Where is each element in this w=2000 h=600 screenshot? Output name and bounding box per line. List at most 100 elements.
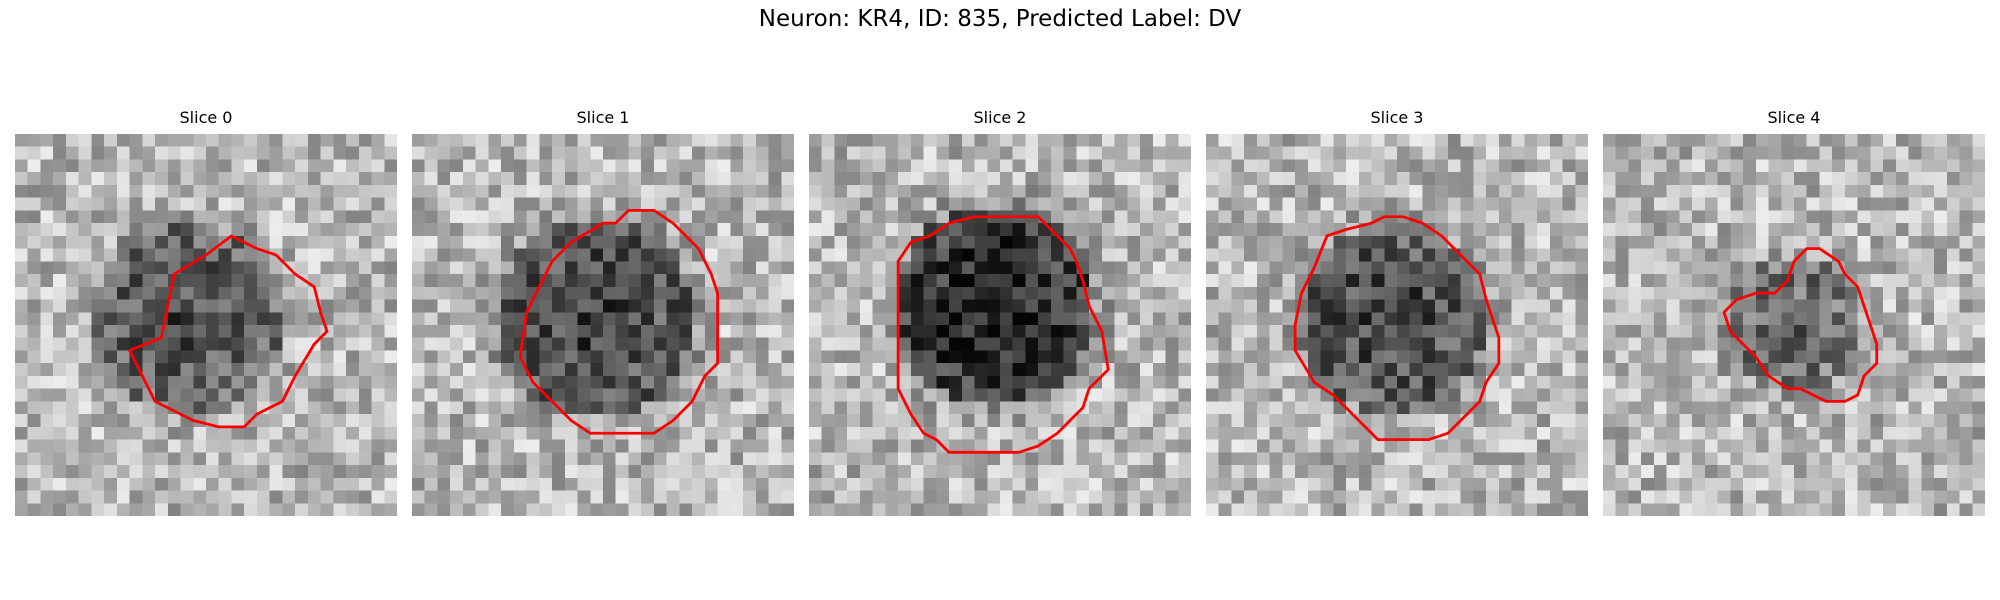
image-pixel (1972, 490, 1985, 504)
image-pixel (1755, 452, 1769, 466)
image-pixel (244, 146, 258, 160)
image-pixel (1603, 286, 1616, 300)
image-pixel (1089, 223, 1103, 237)
image-pixel (450, 312, 464, 326)
image-pixel (27, 439, 41, 453)
image-pixel (78, 223, 92, 237)
image-pixel (142, 210, 156, 224)
image-pixel (1972, 401, 1985, 415)
image-pixel (1768, 299, 1782, 313)
image-pixel (1384, 337, 1398, 351)
image-pixel (1038, 274, 1052, 288)
image-pixel (768, 426, 782, 440)
image-pixel (91, 197, 105, 211)
image-pixel (53, 274, 67, 288)
image-pixel (1244, 325, 1258, 338)
image-pixel (590, 363, 604, 377)
image-pixel (1358, 503, 1372, 516)
image-pixel (1397, 235, 1410, 249)
image-pixel (1101, 312, 1115, 326)
image-pixel (1537, 325, 1551, 338)
image-pixel (552, 210, 566, 224)
image-pixel (717, 210, 731, 224)
image-pixel (1562, 146, 1576, 160)
image-pixel (1447, 337, 1461, 351)
image-pixel (1256, 286, 1270, 300)
image-pixel (1089, 414, 1103, 428)
slice-title-2: Slice 2 (973, 108, 1027, 127)
image-pixel (424, 363, 438, 377)
image-pixel (653, 465, 667, 479)
image-pixel (564, 401, 578, 415)
image-pixel (231, 477, 245, 491)
image-pixel (1537, 235, 1551, 249)
image-pixel (1895, 490, 1909, 504)
image-pixel (1549, 248, 1563, 262)
image-pixel (1012, 197, 1026, 211)
image-pixel (936, 134, 950, 147)
image-pixel (590, 299, 604, 313)
image-pixel (641, 146, 655, 160)
image-pixel (923, 184, 937, 198)
image-pixel (1934, 134, 1948, 147)
image-pixel (1256, 465, 1270, 479)
image-pixel (1244, 159, 1258, 173)
image-pixel (1114, 477, 1128, 491)
image-pixel (231, 312, 245, 326)
image-pixel (1206, 197, 1219, 211)
image-pixel (1269, 490, 1283, 504)
image-pixel (475, 261, 489, 275)
image-pixel (1575, 312, 1588, 326)
image-pixel (193, 197, 207, 211)
image-pixel (193, 312, 207, 326)
image-pixel (1857, 210, 1871, 224)
image-pixel (282, 325, 296, 338)
image-pixel (641, 414, 655, 428)
image-pixel (974, 401, 988, 415)
image-pixel (462, 274, 476, 288)
image-pixel (180, 325, 194, 338)
image-pixel (1972, 350, 1985, 364)
image-pixel (1692, 452, 1706, 466)
image-pixel (462, 388, 476, 402)
image-pixel (1101, 452, 1115, 466)
image-pixel (1435, 414, 1449, 428)
image-pixel (462, 312, 476, 326)
image-pixel (755, 465, 769, 479)
image-pixel (180, 223, 194, 237)
image-pixel (1794, 312, 1807, 326)
image-pixel (1908, 235, 1922, 249)
image-pixel (1089, 134, 1103, 147)
image-pixel (1549, 184, 1563, 198)
image-pixel (1857, 159, 1871, 173)
slice-image-3 (1206, 134, 1588, 516)
image-pixel (1012, 401, 1026, 415)
image-pixel (1666, 337, 1680, 351)
image-pixel (1730, 363, 1744, 377)
image-pixel (755, 197, 769, 211)
image-pixel (1269, 184, 1283, 198)
image-pixel (577, 490, 591, 504)
image-pixel (1806, 503, 1820, 516)
image-pixel (1819, 426, 1833, 440)
image-pixel (1127, 261, 1141, 275)
image-pixel (768, 146, 782, 160)
image-pixel (1908, 477, 1922, 491)
image-pixel (1000, 184, 1013, 198)
image-pixel (1959, 452, 1973, 466)
image-pixel (1346, 452, 1360, 466)
image-pixel (821, 337, 835, 351)
image-pixel (1575, 490, 1588, 504)
image-pixel (307, 261, 321, 275)
image-pixel (1498, 465, 1512, 479)
image-pixel (809, 248, 822, 262)
image-pixel (15, 223, 28, 237)
image-pixel (1498, 503, 1512, 516)
image-pixel (1447, 388, 1461, 402)
image-pixel (1282, 375, 1296, 389)
image-pixel (1152, 388, 1166, 402)
image-pixel (282, 299, 296, 313)
image-pixel (1819, 350, 1833, 364)
image-pixel (1409, 375, 1423, 389)
image-pixel (1549, 235, 1563, 249)
